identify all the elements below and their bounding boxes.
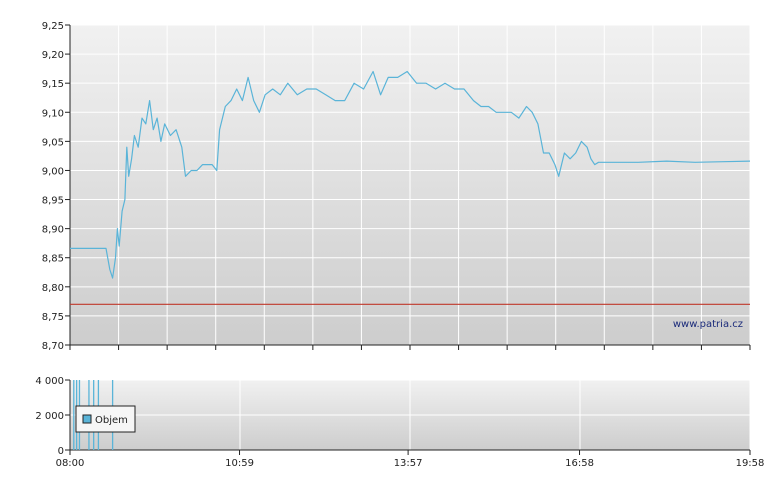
- y-tick-label: 9,10: [42, 108, 64, 119]
- price-chart: 9,25 9,20 9,15 9,10 9,05 9,00 8,95 8,90 8,85 8,80…: [42, 21, 751, 352]
- y-tick-label: 8,70: [42, 341, 64, 352]
- volume-y-tick-label: 0: [58, 446, 64, 457]
- y-tick-label: 9,25: [42, 21, 64, 32]
- volume-y-tick-label: 2 000: [35, 411, 64, 422]
- x-tick-label: 16:58: [565, 458, 594, 469]
- y-tick-label: 8,90: [42, 225, 64, 236]
- volume-y-ticks: 4 000 2 000 0: [35, 376, 70, 457]
- x-tick-label: 10:59: [225, 458, 254, 469]
- price-line: [70, 70, 751, 279]
- y-tick-label: 8,75: [42, 312, 64, 323]
- y-tick-label: 8,80: [42, 283, 64, 294]
- price-lines: [70, 70, 751, 305]
- y-tick-label: 9,15: [42, 79, 64, 90]
- x-tick-label: 08:00: [56, 458, 85, 469]
- volume-y-tick-label: 4 000: [35, 376, 64, 387]
- y-tick-label: 9,20: [42, 50, 64, 61]
- x-tick-label: 13:57: [394, 458, 423, 469]
- y-tick-label: 8,95: [42, 196, 64, 207]
- y-tick-label: 8,85: [42, 254, 64, 265]
- x-tick-label: 19:58: [736, 458, 765, 469]
- x-axis-ticks: 08:00 10:59 13:57 16:58 19:58: [56, 450, 765, 469]
- legend-label: Objem: [95, 415, 128, 426]
- volume-legend: Objem: [75, 405, 136, 433]
- volume-grid: [69, 379, 751, 451]
- volume-chart: 4 000 2 000 0 08:00 10:59 13:57 16:58 19:58 Ob…: [35, 376, 764, 469]
- watermark: www.patria.cz: [673, 319, 743, 330]
- price-y-ticks: 9,25 9,20 9,15 9,10 9,05 9,00 8,95 8,90 8,85 8,80…: [42, 21, 751, 352]
- y-tick-label: 9,00: [42, 166, 64, 177]
- legend-swatch: [82, 414, 92, 424]
- y-tick-label: 9,05: [42, 137, 64, 148]
